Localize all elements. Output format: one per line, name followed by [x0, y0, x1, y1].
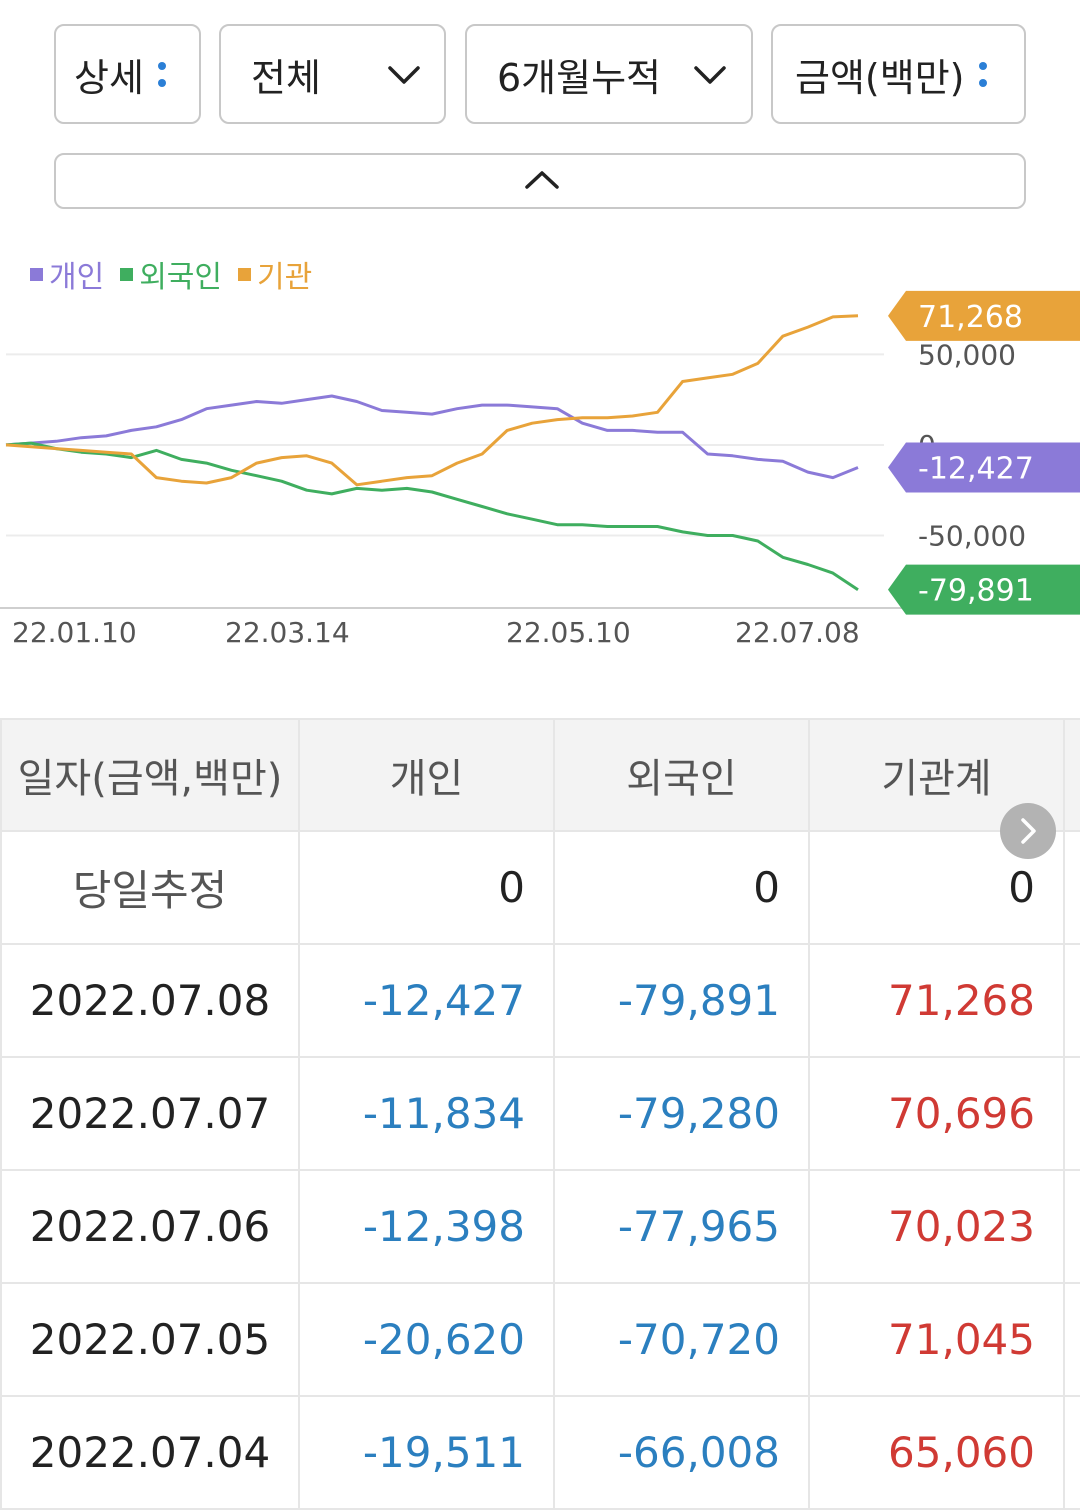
scope-label: 전체 — [251, 55, 321, 100]
table-row: 2022.07.08 -12,427 -79,891 71,268 — [0, 943, 1080, 1058]
row-individual: -12,427 — [298, 943, 555, 1058]
detail-selector[interactable]: 상세 — [54, 24, 201, 124]
table-row: 2022.07.06 -12,398 -77,965 70,023 — [0, 1169, 1080, 1284]
row-institution: 71,045 — [808, 1282, 1065, 1397]
header-date: 일자(금액,백만) — [0, 718, 300, 832]
legend-label: 외국인 — [139, 260, 223, 295]
series-line-individual — [5, 394, 859, 480]
collapse-chart-button[interactable] — [54, 153, 1026, 209]
table-row: 2022.07.04 -19,511 -66,008 65,060 — [0, 1395, 1080, 1510]
header-foreign: 외국인 — [553, 718, 810, 832]
row-date: 2022.07.08 — [0, 943, 300, 1058]
header-individual: 개인 — [298, 718, 555, 832]
table-header-row: 일자(금액,백만) 개인 외국인 기관계 — [0, 718, 1080, 832]
row-date: 2022.07.06 — [0, 1169, 300, 1284]
row-individual: -19,511 — [298, 1395, 555, 1510]
row-overflow — [1063, 830, 1080, 945]
y-tick-label: 50,000 — [918, 338, 1016, 371]
legend-item-institution: 기관 — [238, 252, 312, 296]
row-individual: -12,398 — [298, 1169, 555, 1284]
legend-label: 개인 — [49, 260, 105, 295]
row-overflow — [1063, 1169, 1080, 1284]
row-date: 2022.07.07 — [0, 1056, 300, 1171]
row-foreign: -66,008 — [553, 1395, 810, 1510]
header-overflow — [1063, 718, 1080, 832]
end-badge-foreign — [888, 564, 1080, 615]
detail-label: 상세 — [74, 55, 144, 100]
legend-swatch — [30, 267, 43, 281]
row-individual: -11,834 — [298, 1056, 555, 1171]
series-line-institution — [5, 314, 859, 487]
row-date: 당일추정 — [0, 830, 300, 945]
row-institution: 65,060 — [808, 1395, 1065, 1510]
period-dropdown[interactable]: 6개월누적 — [465, 24, 753, 124]
scope-dropdown[interactable]: 전체 — [219, 24, 446, 124]
chart-legend: 개인 외국인 기관 — [30, 252, 312, 296]
legend-item-individual: 개인 — [30, 252, 104, 296]
x-tick-label: 22.05.10 — [506, 616, 631, 649]
row-overflow — [1063, 1395, 1080, 1510]
row-institution: 70,696 — [808, 1056, 1065, 1171]
period-label: 6개월누적 — [497, 55, 662, 100]
row-individual: 0 — [298, 830, 555, 945]
chevron-up-icon — [525, 171, 559, 189]
legend-label: 기관 — [257, 260, 313, 295]
x-tick-label: 22.01.10 — [12, 616, 137, 649]
row-foreign: -77,965 — [553, 1169, 810, 1284]
row-foreign: -79,891 — [553, 943, 810, 1058]
end-badge-individual-label: -12,427 — [918, 451, 1034, 486]
row-individual: -20,620 — [298, 1282, 555, 1397]
vertical-dots-icon — [157, 61, 166, 87]
vertical-dots-icon — [978, 61, 987, 87]
row-institution: 70,023 — [808, 1169, 1065, 1284]
row-overflow — [1063, 1056, 1080, 1171]
series-line-foreign — [5, 441, 859, 591]
chevron-right-icon — [1021, 818, 1036, 844]
row-overflow — [1063, 943, 1080, 1058]
chevron-down-icon — [388, 66, 420, 84]
chevron-down-icon — [694, 66, 726, 84]
unit-label: 금액(백만) — [795, 55, 965, 100]
row-institution: 71,268 — [808, 943, 1065, 1058]
y-tick-label: -50,000 — [918, 520, 1026, 553]
end-badge-individual — [888, 442, 1080, 493]
investor-trend-chart: 50,0000-50,00022.01.1022.03.1422.05.1022… — [0, 290, 1080, 649]
table-row: 2022.07.05 -20,620 -70,720 71,045 — [0, 1282, 1080, 1397]
x-tick-label: 22.03.14 — [225, 616, 350, 649]
x-tick-label: 22.07.08 — [735, 616, 860, 649]
legend-swatch — [120, 267, 134, 281]
legend-swatch — [238, 267, 252, 281]
row-foreign: -70,720 — [553, 1282, 810, 1397]
end-badge-institution — [888, 290, 1080, 341]
scroll-right-button[interactable] — [1000, 803, 1056, 859]
row-foreign: -79,280 — [553, 1056, 810, 1171]
legend-item-foreign: 외국인 — [120, 252, 222, 296]
table-row: 2022.07.07 -11,834 -79,280 70,696 — [0, 1056, 1080, 1171]
end-badge-institution-label: 71,268 — [918, 300, 1023, 335]
end-badge-foreign-label: -79,891 — [918, 574, 1034, 609]
row-foreign: 0 — [553, 830, 810, 945]
row-date: 2022.07.05 — [0, 1282, 300, 1397]
table-row: 당일추정 0 0 0 — [0, 830, 1080, 945]
investor-table: 일자(금액,백만) 개인 외국인 기관계 당일추정 0 0 0 2022.07.… — [0, 718, 1080, 1510]
row-overflow — [1063, 1282, 1080, 1397]
row-date: 2022.07.04 — [0, 1395, 300, 1510]
unit-selector[interactable]: 금액(백만) — [771, 24, 1026, 124]
